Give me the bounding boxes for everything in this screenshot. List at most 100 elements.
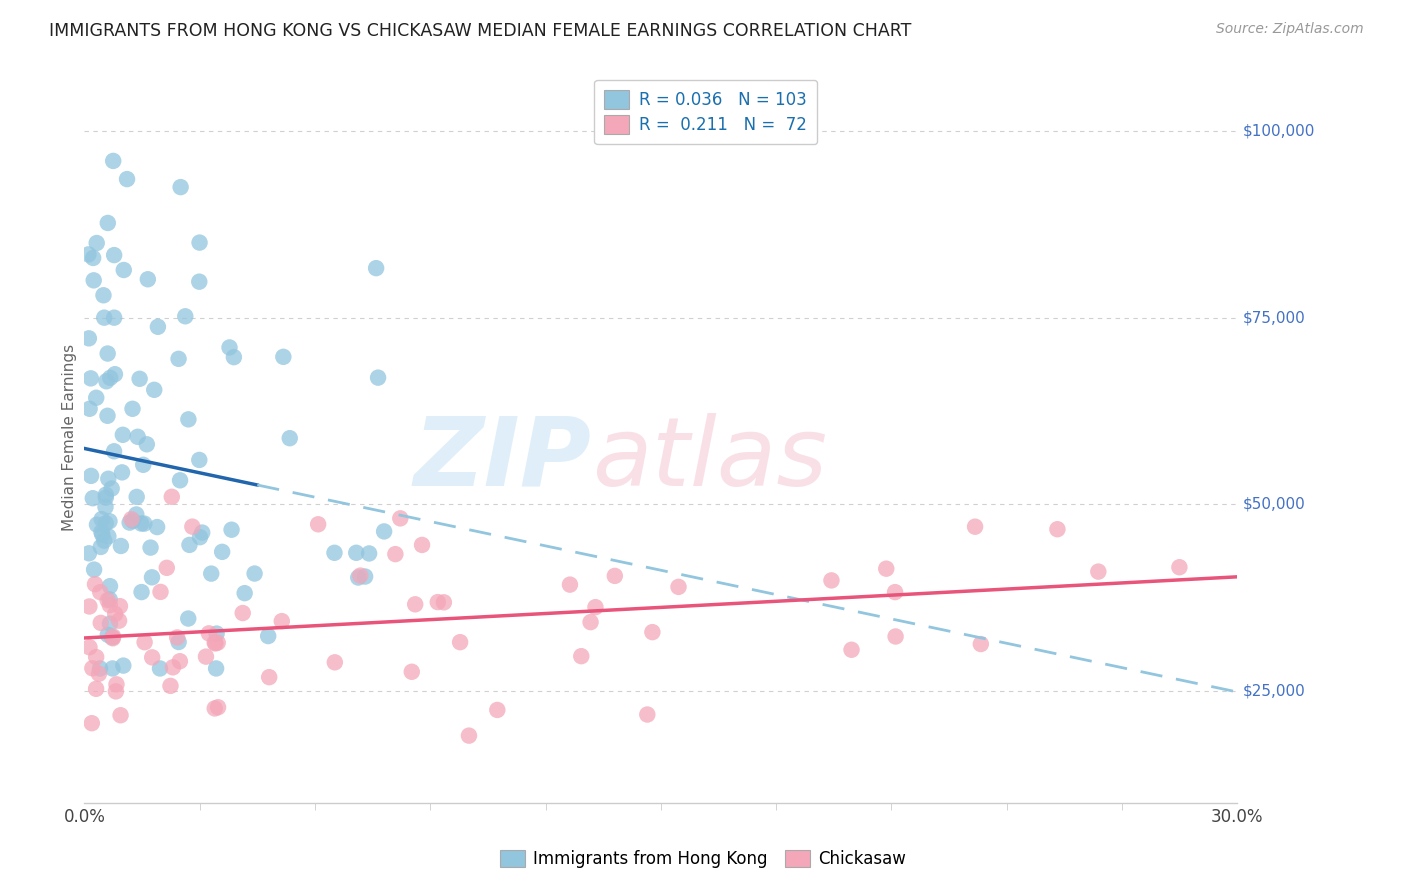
Point bbox=[207, 700, 229, 714]
Point bbox=[426, 595, 449, 609]
Point bbox=[90, 512, 112, 526]
Point bbox=[841, 642, 863, 657]
Point bbox=[384, 547, 406, 561]
Text: $100,000: $100,000 bbox=[1243, 124, 1316, 138]
Point bbox=[97, 628, 120, 642]
Text: IMMIGRANTS FROM HONG KONG VS CHICKASAW MEDIAN FEMALE EARNINGS CORRELATION CHART: IMMIGRANTS FROM HONG KONG VS CHICKASAW M… bbox=[49, 22, 911, 40]
Point bbox=[188, 275, 211, 289]
Point bbox=[458, 729, 481, 743]
Point bbox=[77, 331, 100, 345]
Point bbox=[101, 630, 124, 644]
Point bbox=[131, 585, 153, 599]
Y-axis label: Median Female Earnings: Median Female Earnings bbox=[62, 343, 77, 531]
Point bbox=[135, 437, 157, 451]
Point bbox=[1087, 565, 1109, 579]
Point bbox=[132, 458, 155, 472]
Point bbox=[177, 412, 200, 426]
Point bbox=[125, 490, 148, 504]
Point bbox=[162, 660, 184, 674]
Point bbox=[641, 625, 664, 640]
Point bbox=[101, 661, 124, 675]
Point bbox=[111, 427, 134, 442]
Point bbox=[188, 453, 211, 467]
Point bbox=[884, 630, 907, 644]
Point bbox=[120, 512, 142, 526]
Point bbox=[167, 351, 190, 366]
Point bbox=[134, 516, 156, 531]
Point bbox=[389, 511, 412, 525]
Point bbox=[80, 716, 103, 731]
Point bbox=[90, 525, 112, 540]
Point bbox=[110, 708, 132, 723]
Point bbox=[349, 568, 371, 582]
Point bbox=[1168, 560, 1191, 574]
Point bbox=[965, 519, 987, 533]
Point bbox=[86, 517, 108, 532]
Point bbox=[93, 288, 115, 302]
Point bbox=[884, 585, 907, 599]
Point bbox=[101, 631, 124, 645]
Point bbox=[79, 640, 101, 655]
Legend: R = 0.036   N = 103, R =  0.211   N =  72: R = 0.036 N = 103, R = 0.211 N = 72 bbox=[595, 79, 817, 144]
Point bbox=[233, 586, 256, 600]
Point bbox=[84, 650, 107, 665]
Point bbox=[98, 514, 121, 528]
Point bbox=[585, 600, 607, 615]
Point bbox=[558, 577, 581, 591]
Point bbox=[131, 516, 153, 531]
Point bbox=[90, 615, 112, 630]
Point bbox=[103, 310, 125, 325]
Point bbox=[204, 701, 226, 715]
Point bbox=[207, 635, 229, 649]
Point bbox=[125, 508, 148, 522]
Point bbox=[188, 235, 211, 250]
Point bbox=[97, 529, 120, 543]
Point bbox=[257, 670, 280, 684]
Legend: Immigrants from Hong Kong, Chickasaw: Immigrants from Hong Kong, Chickasaw bbox=[494, 843, 912, 875]
Point bbox=[177, 611, 200, 625]
Point bbox=[84, 577, 107, 591]
Point bbox=[221, 523, 243, 537]
Point bbox=[146, 319, 169, 334]
Point bbox=[174, 310, 197, 324]
Text: atlas: atlas bbox=[592, 412, 827, 506]
Point bbox=[111, 466, 134, 480]
Point bbox=[103, 444, 125, 458]
Point bbox=[205, 626, 228, 640]
Point bbox=[104, 368, 127, 382]
Point bbox=[80, 468, 103, 483]
Point bbox=[98, 616, 121, 631]
Point bbox=[94, 516, 117, 531]
Text: Source: ZipAtlas.com: Source: ZipAtlas.com bbox=[1216, 22, 1364, 37]
Text: $50,000: $50,000 bbox=[1243, 497, 1306, 512]
Point bbox=[89, 585, 111, 599]
Point bbox=[169, 473, 191, 487]
Point bbox=[115, 172, 138, 186]
Point bbox=[204, 636, 226, 650]
Point bbox=[97, 593, 120, 607]
Point bbox=[159, 679, 181, 693]
Point bbox=[449, 635, 471, 649]
Point bbox=[91, 527, 114, 541]
Point bbox=[121, 514, 143, 528]
Point bbox=[90, 540, 112, 554]
Point bbox=[141, 650, 163, 665]
Point bbox=[103, 153, 125, 168]
Point bbox=[373, 524, 395, 539]
Point bbox=[323, 656, 346, 670]
Point bbox=[94, 500, 117, 514]
Point bbox=[354, 569, 377, 583]
Point bbox=[77, 247, 100, 261]
Point bbox=[569, 649, 592, 664]
Point bbox=[232, 606, 254, 620]
Point bbox=[270, 614, 292, 628]
Point bbox=[101, 632, 124, 646]
Point bbox=[79, 599, 101, 614]
Point bbox=[200, 566, 222, 581]
Point bbox=[167, 635, 190, 649]
Point bbox=[105, 677, 128, 691]
Point bbox=[401, 665, 423, 679]
Point bbox=[139, 541, 162, 555]
Point bbox=[77, 546, 100, 560]
Point bbox=[359, 546, 381, 560]
